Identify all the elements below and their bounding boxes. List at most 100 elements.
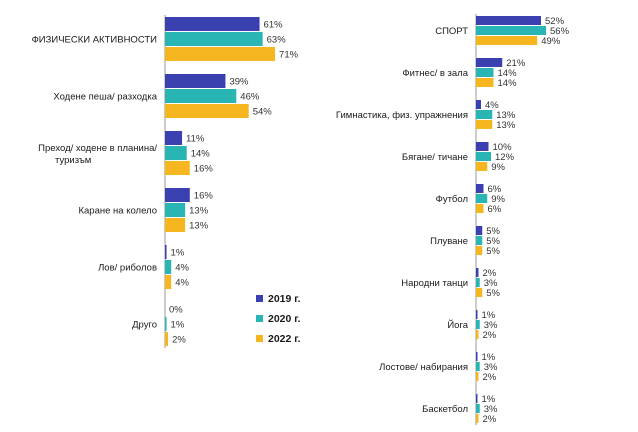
data-label-2020-гимнастика-физ-упражнения: 13% — [496, 110, 516, 121]
bar-2019-народни-танци — [476, 268, 479, 277]
bar-2020-бягане-тичане — [476, 152, 491, 161]
data-label-2022-каране-на-колело: 13% — [189, 220, 209, 231]
bar-2022-гимнастика-физ-упражнения — [476, 120, 493, 129]
data-label-2020-лов-риболов: 4% — [175, 262, 189, 273]
bar-2019-преход-ходене-в-планина-туризъм — [165, 131, 183, 145]
bar-2022-плуване — [476, 246, 483, 255]
category-label-преход-ходене-в-планина-туризъм: Преход/ ходене в планина/туризъм — [38, 143, 157, 166]
data-label-2020-фитнес-в-зала: 14% — [498, 68, 518, 79]
bar-2022-преход-ходене-в-планина-туризъм — [165, 161, 190, 175]
category-label-йога: Йога — [447, 319, 468, 331]
bar-2020-каране-на-колело — [165, 203, 186, 217]
data-label-2020-плуване: 5% — [486, 236, 500, 247]
data-label-2019-йога: 1% — [482, 310, 496, 321]
bar-2022-физически-активности — [165, 47, 276, 61]
bar-2019-физически-активности — [165, 17, 260, 31]
bar-2019-каране-на-колело — [165, 188, 190, 202]
bar-2019-баскетбол — [476, 394, 478, 403]
legend-label-2022: 2022 г. — [268, 333, 301, 345]
data-label-2022-спорт: 49% — [541, 36, 561, 47]
bar-2022-фитнес-в-зала — [476, 78, 494, 87]
data-label-2022-друго: 2% — [172, 334, 186, 345]
data-label-2022-футбол: 6% — [488, 204, 502, 215]
data-label-2020-ходене-пеша-разходка: 46% — [240, 91, 260, 102]
bar-2022-народни-танци — [476, 288, 483, 297]
category-label-лостове-набирания: Лостове/ набирания — [379, 362, 468, 373]
data-label-2019-футбол: 6% — [488, 184, 502, 195]
category-label-line: Преход/ ходене в планина/ — [38, 143, 157, 154]
left-chart: ФИЗИЧЕСКИ АКТИВНОСТИ 61% 63% 71% Ходене пеша… — [32, 15, 299, 348]
legend-swatch-2022 — [256, 335, 263, 342]
data-label-2022-народни-танци: 5% — [486, 288, 500, 299]
data-label-2019-бягане-тичане: 10% — [493, 142, 513, 153]
data-label-2022-бягане-тичане: 9% — [491, 162, 505, 173]
bar-2019-спорт — [476, 16, 541, 25]
bar-2022-друго — [165, 332, 169, 346]
data-label-2019-фитнес-в-зала: 21% — [506, 58, 526, 69]
data-label-2019-лостове-набирания: 1% — [482, 352, 496, 363]
bar-2020-народни-танци — [476, 278, 480, 287]
data-label-2020-каране-на-колело: 13% — [189, 205, 209, 216]
legend-label-2020: 2020 г. — [268, 313, 301, 325]
bar-2020-баскетбол — [476, 404, 480, 413]
bar-2019-плуване — [476, 226, 483, 235]
data-label-2020-йога: 3% — [484, 320, 498, 331]
bar-2020-спорт — [476, 26, 546, 35]
bar-2020-физически-активности — [165, 32, 263, 46]
data-label-2020-спорт: 56% — [550, 26, 570, 37]
data-label-2019-физически-активности: 61% — [264, 19, 284, 30]
category-label-line: туризъм — [55, 155, 91, 166]
bar-2020-плуване — [476, 236, 483, 245]
bar-2022-лостове-набирания — [476, 372, 479, 381]
category-label-плуване: Плуване — [430, 236, 468, 247]
bar-2022-йога — [476, 330, 479, 339]
category-label-спорт: СПОРТ — [435, 26, 468, 37]
bar-2022-ходене-пеша-разходка — [165, 104, 249, 118]
bar-2020-преход-ходене-в-планина-туризъм — [165, 146, 187, 160]
category-label-народни-танци: Народни танци — [401, 278, 468, 289]
bar-2019-футбол — [476, 184, 484, 193]
data-label-2019-лов-риболов: 1% — [171, 247, 185, 258]
data-label-2019-преход-ходене-в-планина-туризъм: 11% — [186, 133, 205, 144]
data-label-2019-спорт: 52% — [545, 16, 565, 27]
data-label-2022-плуване: 5% — [486, 246, 500, 257]
data-label-2020-физически-активности: 63% — [267, 34, 287, 45]
data-label-2022-преход-ходене-в-планина-туризъм: 16% — [194, 163, 214, 174]
bar-2022-каране-на-колело — [165, 218, 186, 232]
bar-2019-лостове-набирания — [476, 352, 478, 361]
data-label-2019-плуване: 5% — [486, 226, 500, 237]
data-label-2019-гимнастика-физ-упражнения: 4% — [485, 100, 499, 111]
data-label-2020-народни-танци: 3% — [484, 278, 498, 289]
bar-2020-друго — [165, 317, 167, 331]
bar-2020-лов-риболов — [165, 260, 172, 274]
category-label-лов-риболов: Лов/ риболов — [98, 263, 157, 274]
bar-2020-ходене-пеша-разходка — [165, 89, 237, 103]
data-label-2020-баскетбол: 3% — [484, 404, 498, 415]
bar-2019-лов-риболов — [165, 245, 167, 259]
data-label-2022-физически-активности: 71% — [279, 49, 299, 60]
category-label-каране-на-колело: Каране на колело — [78, 206, 157, 217]
category-label-ходене-пеша-разходка: Ходене пеша/ разходка — [53, 92, 157, 103]
bar-2019-бягане-тичане — [476, 142, 489, 151]
data-label-2020-преход-ходене-в-планина-туризъм: 14% — [191, 148, 211, 159]
bar-2020-футбол — [476, 194, 488, 203]
data-label-2019-народни-танци: 2% — [483, 268, 497, 279]
bar-2022-баскетбол — [476, 414, 479, 423]
data-label-2022-фитнес-в-зала: 14% — [498, 78, 518, 89]
data-label-2019-баскетбол: 1% — [482, 394, 496, 405]
data-label-2019-ходене-пеша-разходка: 39% — [229, 76, 249, 87]
bar-2019-гимнастика-физ-упражнения — [476, 100, 481, 109]
bar-2019-ходене-пеша-разходка — [165, 74, 226, 88]
data-label-2022-лостове-набирания: 2% — [483, 372, 497, 383]
data-label-2019-каране-на-колело: 16% — [194, 190, 214, 201]
legend-swatch-2020 — [256, 315, 263, 322]
bar-2020-лостове-набирания — [476, 362, 480, 371]
bar-2019-фитнес-в-зала — [476, 58, 503, 67]
category-label-бягане-тичане: Бягане/ тичане — [402, 152, 468, 163]
legend-label-2019: 2019 г. — [268, 293, 301, 305]
data-label-2020-друго: 1% — [171, 319, 185, 330]
data-label-2020-футбол: 9% — [491, 194, 505, 205]
data-label-2020-лостове-набирания: 3% — [484, 362, 498, 373]
data-label-2022-ходене-пеша-разходка: 54% — [253, 106, 273, 117]
